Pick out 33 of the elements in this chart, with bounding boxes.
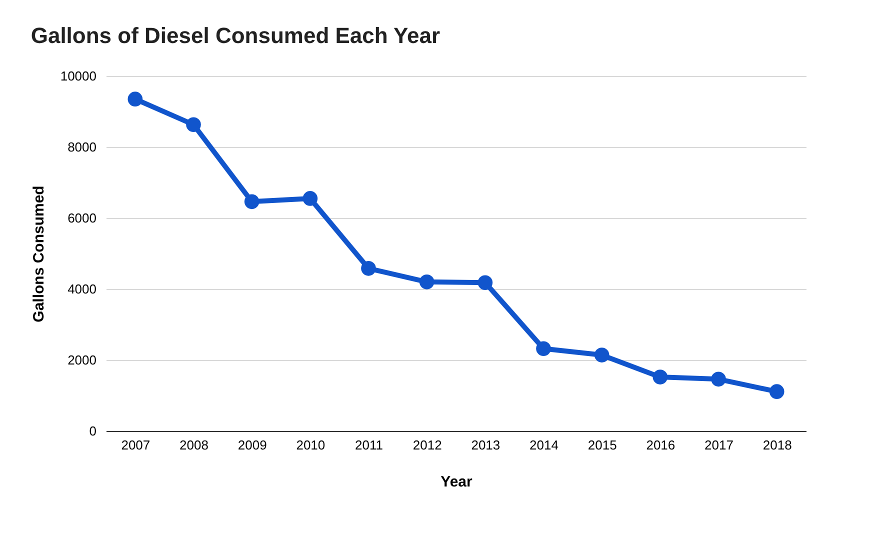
y-tick-label: 2000	[68, 352, 96, 368]
point	[128, 92, 143, 106]
x-tick-label: 2008	[180, 438, 208, 452]
point	[711, 372, 726, 387]
y-tick-label: 0	[89, 424, 96, 438]
x-tick-label: 2009	[238, 438, 267, 452]
y-tick-label: 10000	[60, 68, 96, 84]
y-axis-title: Gallons Consumed	[30, 186, 48, 322]
y-tick-label: 6000	[68, 210, 96, 226]
point	[244, 194, 260, 210]
x-tick-label: 2015	[588, 438, 617, 452]
point	[302, 191, 318, 206]
x-tick-label: 2007	[121, 438, 150, 452]
x-tick-label: 2013	[471, 438, 500, 452]
point	[769, 384, 784, 399]
x-tick-label: 2016	[646, 438, 676, 452]
y-tick-label: 4000	[68, 282, 96, 296]
point	[361, 261, 376, 276]
x-tick-label: 2014	[530, 438, 558, 452]
x-tick-label: 2017	[704, 438, 734, 452]
point	[594, 348, 610, 362]
x-tick-label: 2018	[762, 438, 792, 452]
point	[536, 341, 551, 356]
point	[478, 275, 493, 290]
y-tick-label: 8000	[68, 140, 96, 154]
chart-title: Gallons of Diesel Consumed Each Year	[30, 23, 440, 48]
x-tick-label: 2010	[296, 438, 326, 452]
x-tick-label: 2011	[355, 438, 383, 452]
x-tick-label: 2012	[412, 438, 442, 452]
x-axis-title: Year	[440, 474, 473, 490]
point	[419, 274, 434, 290]
point	[652, 370, 668, 384]
point	[186, 117, 201, 132]
